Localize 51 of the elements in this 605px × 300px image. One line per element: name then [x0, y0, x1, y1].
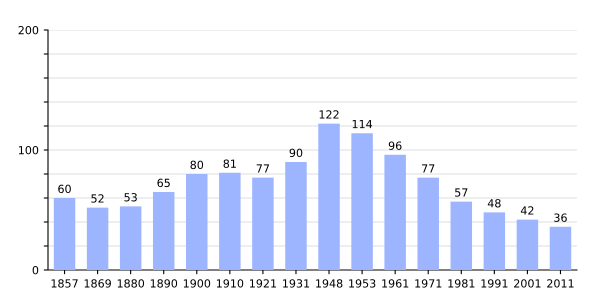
bar	[384, 154, 406, 270]
bar	[550, 226, 572, 270]
x-tick-label: 2001	[514, 279, 541, 288]
bar	[484, 212, 506, 270]
data-label: 57	[455, 188, 468, 197]
data-label: 42	[520, 206, 534, 215]
data-label: 96	[388, 141, 402, 150]
x-tick-label: 1981	[448, 279, 474, 288]
data-label: 77	[422, 164, 434, 173]
x-tick-label: 1948	[316, 279, 342, 288]
data-label: 48	[488, 199, 501, 208]
bar	[186, 174, 208, 270]
data-label: 80	[190, 160, 204, 170]
x-tick-label: 1890	[150, 279, 178, 288]
bar	[120, 206, 142, 270]
data-label: 52	[91, 194, 104, 203]
data-label: 53	[124, 193, 137, 202]
y-tick-label: 100	[18, 146, 38, 154]
x-tick-label: 1910	[216, 279, 244, 288]
bar	[219, 172, 241, 270]
data-label: 65	[157, 178, 170, 188]
x-tick-label: 2011	[547, 279, 574, 288]
x-tick-label: 1961	[382, 279, 408, 288]
bar	[152, 192, 174, 270]
bar	[86, 208, 108, 270]
x-tick-label: 1953	[349, 279, 376, 288]
bar	[318, 124, 340, 270]
x-tick-label: 1857	[52, 279, 78, 288]
x-tick-label: 1900	[184, 279, 210, 288]
bar	[351, 133, 373, 270]
y-tick-label: 0	[32, 266, 38, 274]
bar	[54, 198, 76, 270]
x-tick-label: 1931	[283, 279, 310, 288]
x-tick-label: 1921	[250, 279, 276, 288]
bar	[417, 178, 439, 270]
x-tick-label: 1971	[415, 279, 442, 288]
x-tick-label: 1869	[84, 279, 111, 288]
data-label: 81	[224, 159, 236, 168]
data-label: 36	[554, 213, 567, 222]
data-label: 122	[320, 110, 339, 119]
data-label: 90	[290, 148, 302, 158]
bar	[285, 162, 307, 270]
data-label: 114	[352, 120, 372, 128]
data-label: 60	[58, 184, 71, 194]
x-tick-label: 1880	[118, 279, 144, 288]
bar	[516, 220, 538, 270]
y-tick-label: 200	[18, 26, 38, 34]
bar	[450, 202, 472, 270]
data-label: 77	[256, 164, 270, 173]
x-tick-label: 1991	[481, 279, 508, 288]
bar	[252, 178, 274, 270]
